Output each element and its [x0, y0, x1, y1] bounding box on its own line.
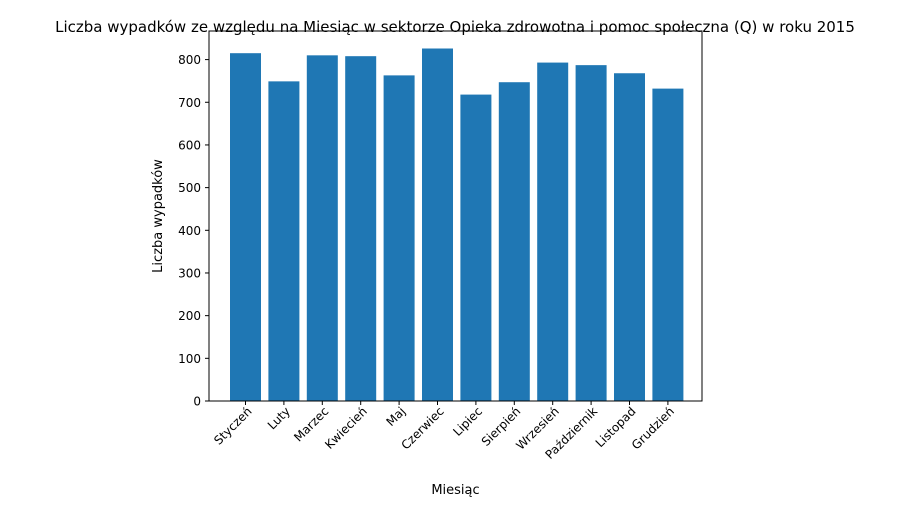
bar-7 — [498, 82, 530, 402]
y-tick-label: 400 — [178, 224, 201, 238]
x-tick-label: Maj — [383, 404, 408, 429]
bars-layer — [230, 48, 684, 402]
x-tick-label: Luty — [265, 404, 293, 432]
x-tick-label: Styczeń — [211, 404, 254, 447]
bar-6 — [460, 94, 492, 401]
y-tick-label: 0 — [193, 395, 201, 409]
bar-5 — [422, 48, 453, 401]
y-axis-label: Liczba wypadków — [151, 159, 166, 273]
x-tick-label: Lipiec — [450, 404, 485, 439]
bar-9 — [575, 65, 607, 401]
y-tick-label: 100 — [178, 352, 201, 366]
y-tick-label: 200 — [178, 309, 201, 323]
x-tick-label: Kwiecień — [322, 404, 370, 452]
x-axis-label: Miesiąc — [431, 483, 479, 498]
bar-2 — [306, 55, 338, 401]
bar-1 — [268, 81, 300, 402]
bar-4 — [383, 75, 415, 401]
bar-0 — [230, 53, 261, 401]
y-tick-label: 700 — [178, 96, 201, 110]
bar-3 — [345, 56, 377, 402]
y-tick-label: 800 — [178, 53, 201, 67]
y-tick-label: 500 — [178, 181, 201, 195]
x-tick-label: Czerwiec — [398, 404, 446, 452]
bar-11 — [652, 88, 684, 402]
bar-8 — [537, 62, 569, 401]
x-tick-label: Grudzień — [629, 404, 677, 452]
y-tick-label: 600 — [178, 138, 201, 152]
bar-10 — [614, 73, 645, 401]
chart-title: Liczba wypadków ze względu na Miesiąc w … — [55, 18, 855, 36]
plot-frame — [208, 30, 703, 402]
y-axis: 0 100 200 300 400 500 600 700 800 — [178, 53, 209, 409]
y-tick-label: 300 — [178, 266, 201, 280]
